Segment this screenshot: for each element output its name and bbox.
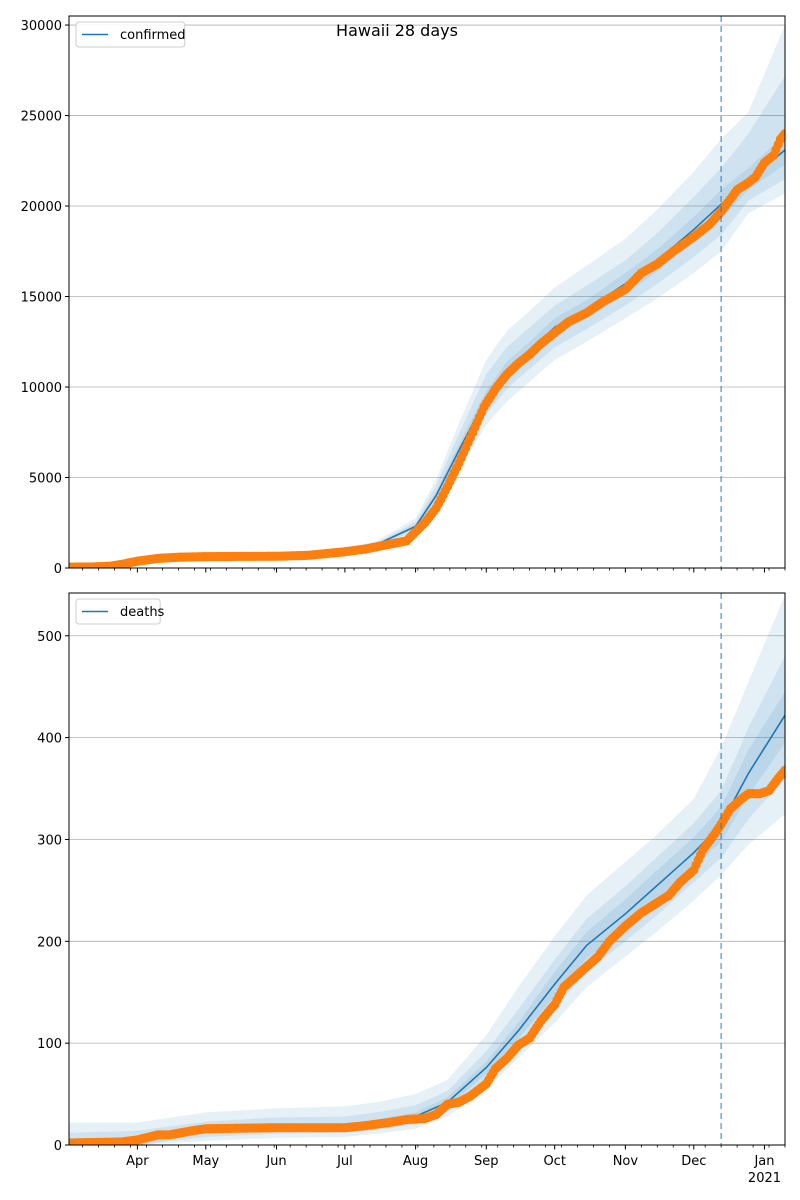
y-tick-label: 300: [37, 833, 62, 848]
y-tick-label: 25000: [21, 110, 62, 125]
x-tick-label: Dec: [681, 1154, 706, 1169]
x-tick-label: Oct: [543, 1154, 565, 1169]
y-tick-label: 10000: [21, 381, 62, 396]
y-tick-label: 500: [37, 630, 62, 645]
y-tick-label: 30000: [21, 19, 62, 34]
axes-frame: [68, 15, 786, 569]
x-tick-label: Nov: [613, 1154, 639, 1169]
y-tick-label: 0: [54, 1139, 62, 1154]
confidence-band: [69, 25, 785, 568]
chart-title: Hawaii 28 days: [336, 21, 458, 40]
legend-label: confirmed: [120, 28, 186, 43]
x-tick-label: Jun: [265, 1154, 286, 1169]
observed-point: [780, 765, 785, 775]
y-tick-label: 5000: [29, 472, 62, 487]
legend-label: deaths: [120, 605, 165, 620]
legend: [75, 598, 161, 625]
x-tick-label: Jan: [753, 1154, 774, 1169]
x-tick-label: Apr: [126, 1154, 149, 1169]
confirmed-panel: 0 5000 10000 15000 20000 25000 30000 confirmed: [21, 15, 786, 577]
series-line-deaths: [69, 714, 785, 1145]
confidence-band: [69, 691, 785, 1145]
x-tick-label: Jul: [336, 1154, 353, 1169]
y-tick-label: 20000: [21, 200, 62, 215]
confidence-band: [69, 656, 785, 1145]
y-tick-label: 400: [37, 732, 62, 747]
legend: [75, 21, 186, 48]
x-year-label: 2021: [748, 1171, 781, 1186]
x-tick-label: Aug: [403, 1154, 428, 1169]
y-tick-label: 200: [37, 935, 62, 950]
deaths-panel: 0 100 200 300 400 500 Apr May Jun Jul Aug Sep Oct Nov…: [37, 592, 786, 1186]
axes-frame: [68, 592, 786, 1146]
plot-area: [69, 595, 785, 1145]
observed-point: [780, 129, 785, 139]
x-tick-label: Sep: [474, 1154, 499, 1169]
x-tick-label: May: [192, 1154, 219, 1169]
confidence-band: [69, 595, 785, 1145]
y-tick-label: 100: [37, 1037, 62, 1052]
y-tick-label: 15000: [21, 291, 62, 306]
confidence-band: [69, 75, 785, 568]
plot-area: [69, 25, 785, 568]
y-tick-label: 0: [54, 562, 62, 577]
